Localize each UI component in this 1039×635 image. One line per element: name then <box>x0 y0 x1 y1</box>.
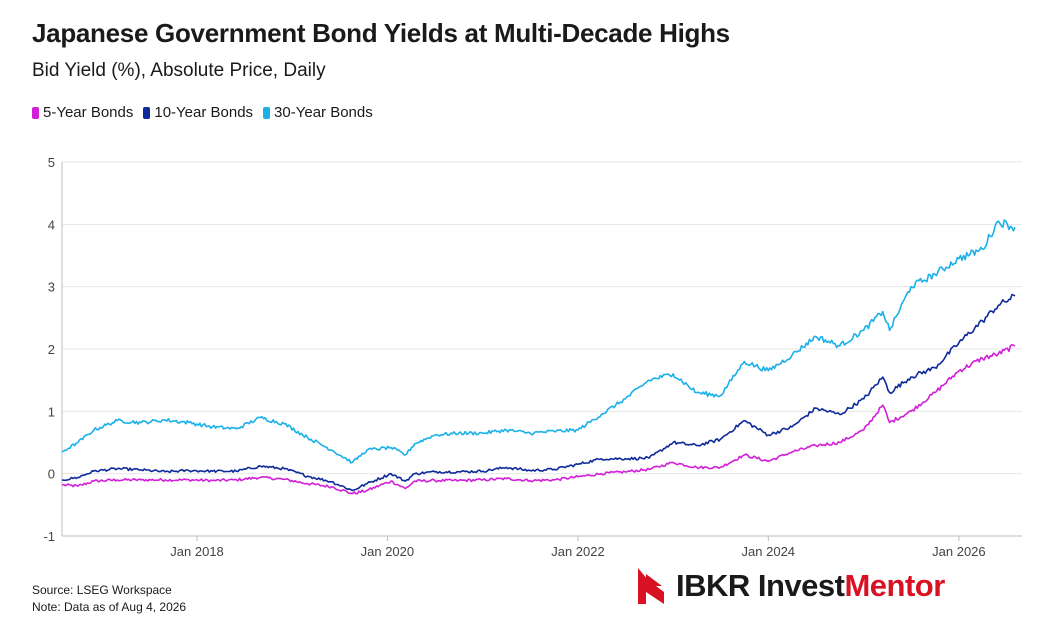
legend-item-10y: 10-Year Bonds <box>143 104 253 121</box>
legend-item-5y: 5-Year Bonds <box>32 104 133 121</box>
y-tick-label: -1 <box>43 529 55 544</box>
chart-title: Japanese Government Bond Yields at Multi… <box>32 18 730 48</box>
y-tick-label: 0 <box>48 467 55 482</box>
source-note: Source: LSEG Workspace <box>32 583 172 597</box>
x-tick-label: Jan 2020 <box>361 544 415 559</box>
y-tick-label: 4 <box>48 217 55 232</box>
series-line-5y <box>61 343 1016 495</box>
axis-layer: -1 0 1 2 3 4 5 Jan 2018 Jan 2020 Jan 2022 Jan 2024… <box>43 155 1022 559</box>
data-date-note: Note: Data as of Aug 4, 2026 <box>32 600 187 614</box>
line-chart: -1 0 1 2 3 4 5 Jan 2018 Jan 2020 Jan 2022 Jan 2024… <box>43 155 1022 559</box>
chart-legend: 5-Year Bonds 10-Year Bonds 30-Year Bonds <box>32 104 373 121</box>
brand-name-accent: Mentor <box>844 568 945 603</box>
grid-layer <box>62 161 1022 537</box>
y-tick-label: 5 <box>48 155 55 170</box>
brand-wordmark: IBKR InvestMentor <box>676 568 945 604</box>
legend-swatch-10y <box>143 106 151 119</box>
series-layer <box>61 219 1016 495</box>
y-tick-label: 3 <box>48 280 55 295</box>
y-tick-label: 1 <box>48 404 55 419</box>
legend-item-30y: 30-Year Bonds <box>263 104 373 121</box>
series-line-10y <box>61 293 1016 492</box>
legend-swatch-30y <box>263 106 271 119</box>
series-line-30y <box>61 219 1016 464</box>
chart-subtitle: Bid Yield (%), Absolute Price, Daily <box>32 60 326 81</box>
brand-name: IBKR Invest <box>676 568 845 603</box>
legend-label-30y: 30-Year Bonds <box>274 104 373 121</box>
x-tick-label: Jan 2026 <box>932 544 986 559</box>
x-tick-label: Jan 2022 <box>551 544 605 559</box>
x-tick-label: Jan 2024 <box>742 544 796 559</box>
legend-label-10y: 10-Year Bonds <box>154 104 254 121</box>
x-tick-label: Jan 2018 <box>170 544 224 559</box>
legend-swatch-5y <box>32 106 39 119</box>
y-tick-label: 2 <box>48 342 55 357</box>
legend-label-5y: 5-Year Bonds <box>43 104 134 121</box>
brand-logo: IBKR InvestMentor <box>634 566 945 606</box>
chart-footer: Source: LSEG Workspace Note: Data as of … <box>32 582 186 616</box>
ibkr-flag-logo-icon <box>638 568 664 604</box>
